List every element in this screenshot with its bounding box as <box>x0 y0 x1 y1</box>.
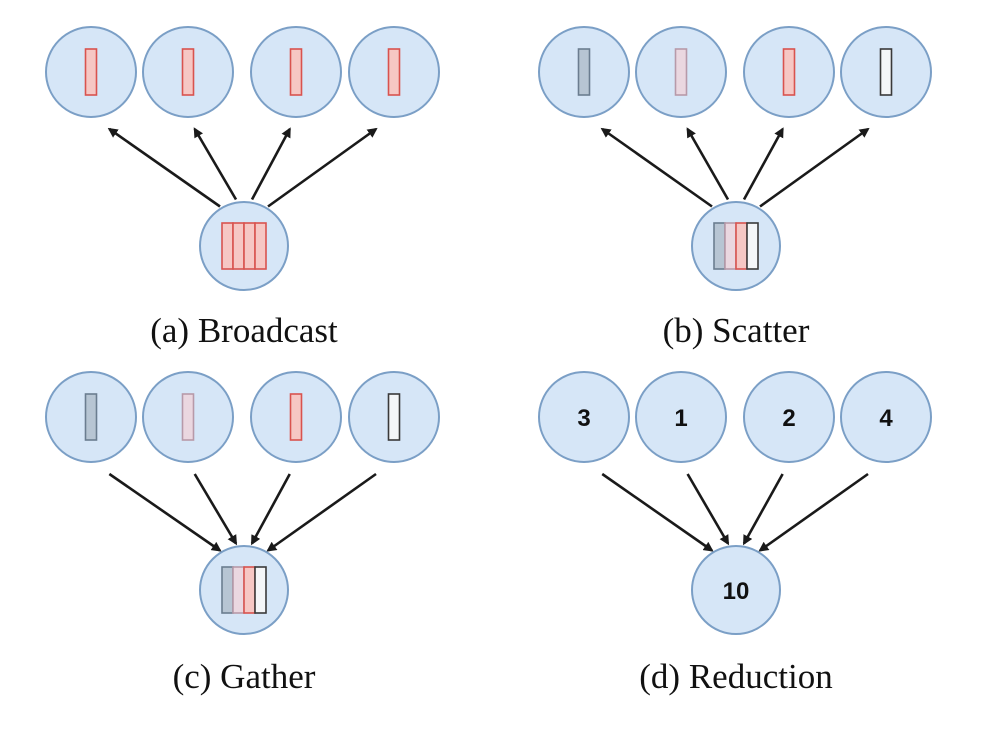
broadcast-center-node-chunk-red <box>243 222 256 270</box>
arrow-gather-from-leaf-1 <box>108 472 222 552</box>
reduction-center-node-value: 10 <box>723 578 750 605</box>
reduction-leaf-node-3-value: 2 <box>782 405 795 432</box>
scatter-leaf-node-2-chunk-pink <box>674 48 688 96</box>
reduction-leaf-node-2-value: 1 <box>674 405 687 432</box>
gather-leaf-node-1-chunk-gray <box>84 393 98 441</box>
reduction-leaf-node-1-value: 3 <box>577 405 590 432</box>
reduction-leaf-node-4-value: 4 <box>879 405 893 432</box>
scatter-leaf-node-3-chunk-red <box>782 48 796 96</box>
reduction-leaf-node-3 <box>743 371 835 463</box>
broadcast-center-node-chunk-red <box>254 222 267 270</box>
arrow-broadcast-to-leaf-4 <box>267 127 378 208</box>
gather-center-node-chunk-white <box>254 566 267 614</box>
scatter-leaf-node-4-chunk-white <box>879 48 893 96</box>
arrow-scatter-to-leaf-3 <box>742 127 784 201</box>
scatter-caption: (b) Scatter <box>663 311 810 350</box>
gather-center-node-chunk-red <box>243 566 256 614</box>
gather-leaf-node-2-chunk-pink <box>181 393 195 441</box>
arrow-broadcast-to-leaf-2 <box>193 127 238 201</box>
gather-center-node-chunk-gray <box>221 566 234 614</box>
arrow-reduction-from-leaf-3 <box>742 473 784 546</box>
panel-broadcast: (a) Broadcast <box>45 26 440 350</box>
arrow-broadcast-to-leaf-1 <box>107 127 221 208</box>
arrow-reduction-from-leaf-2 <box>686 473 730 546</box>
scatter-center-node-chunk-gray <box>713 222 726 270</box>
broadcast-leaf-node-3-chunk-red <box>289 48 303 96</box>
scatter-center-node-chunk-white <box>746 222 759 270</box>
scatter-center-node-chunk-pink <box>724 222 737 270</box>
arrow-gather-from-leaf-2 <box>193 473 238 546</box>
arrow-gather-from-leaf-4 <box>266 472 377 552</box>
arrow-reduction-from-leaf-1 <box>601 472 714 552</box>
reduction-center-node <box>691 545 781 635</box>
arrow-scatter-to-leaf-1 <box>600 127 713 208</box>
reduction-leaf-node-2 <box>635 371 727 463</box>
broadcast-center-node-chunk-red <box>221 222 234 270</box>
broadcast-caption: (a) Broadcast <box>150 311 338 350</box>
arrow-scatter-to-leaf-2 <box>686 127 730 201</box>
broadcast-leaf-node-4-chunk-red <box>387 48 401 96</box>
broadcast-center-node-chunk-red <box>232 222 245 270</box>
broadcast-leaf-node-2-chunk-red <box>181 48 195 96</box>
reduction-caption: (d) Reduction <box>639 657 832 696</box>
gather-leaf-node-3-chunk-red <box>289 393 303 441</box>
panel-scatter: (b) Scatter <box>538 26 932 350</box>
gather-leaf-node-4-chunk-white <box>387 393 401 441</box>
reduction-leaf-node-1 <box>538 371 630 463</box>
scatter-center-node-chunk-red <box>735 222 748 270</box>
gather-center-node-chunk-pink <box>232 566 245 614</box>
scatter-leaf-node-1-chunk-gray <box>577 48 591 96</box>
arrow-reduction-from-leaf-4 <box>758 472 869 552</box>
arrow-scatter-to-leaf-4 <box>759 127 870 208</box>
panel-reduction: 3 1 2 4 10 (d) Reduction <box>538 371 932 696</box>
broadcast-leaf-node-1-chunk-red <box>84 48 98 96</box>
arrow-gather-from-leaf-3 <box>250 473 291 546</box>
gather-caption: (c) Gather <box>173 657 316 696</box>
arrow-broadcast-to-leaf-3 <box>250 127 291 201</box>
panel-gather: (c) Gather <box>45 371 440 696</box>
reduction-leaf-node-4 <box>840 371 932 463</box>
